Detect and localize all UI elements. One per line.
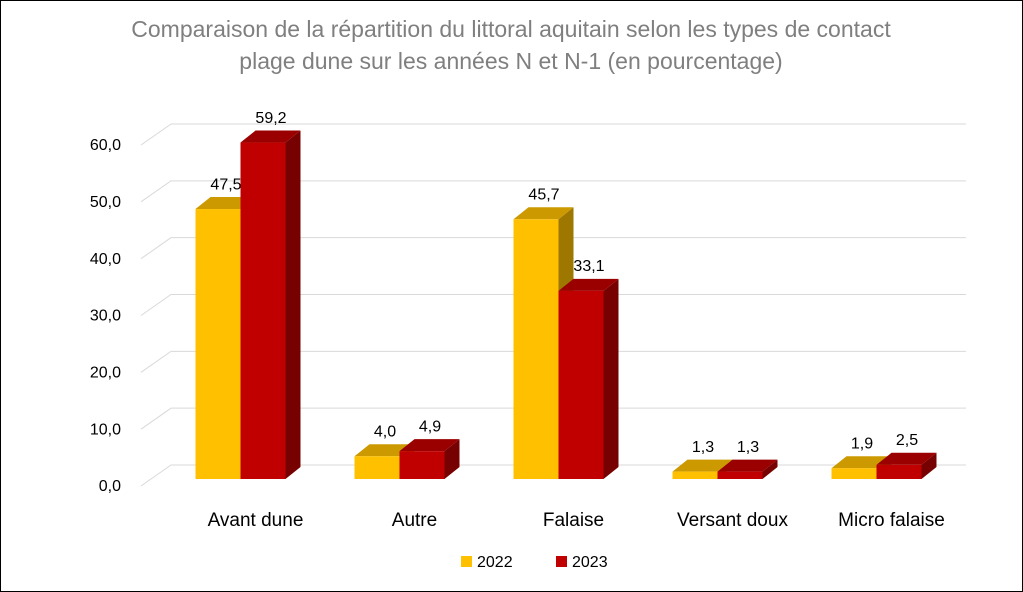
bar-top — [672, 459, 733, 472]
grid-line — [140, 407, 966, 430]
bar-top — [876, 452, 937, 465]
bar-front — [717, 471, 763, 479]
bar-front — [399, 451, 445, 479]
data-label: 1,3 — [737, 439, 759, 456]
grid-line — [140, 350, 966, 373]
grid-line — [140, 180, 966, 203]
bar-side — [285, 130, 301, 479]
bar-top — [399, 439, 460, 452]
bar-front — [558, 290, 604, 479]
data-label: 33,1 — [573, 258, 604, 275]
bar-front — [354, 456, 400, 479]
bar-front — [513, 219, 559, 479]
data-label: 59,2 — [255, 110, 286, 127]
x-tick-label: Versant doux — [677, 510, 788, 531]
bar-front — [195, 209, 241, 479]
bar-top — [513, 207, 574, 220]
bar — [558, 278, 619, 479]
data-label: 4,0 — [374, 423, 396, 440]
y-tick-label: 40,0 — [90, 251, 121, 268]
bar-front — [240, 142, 286, 479]
grid-line — [140, 237, 966, 260]
y-tick-label: 10,0 — [90, 421, 121, 438]
data-label: 1,9 — [851, 435, 873, 452]
y-tick-label: 50,0 — [90, 194, 121, 211]
grid-line — [140, 123, 966, 146]
bar — [717, 459, 778, 479]
bar-side — [762, 459, 778, 479]
x-tick-label: Autre — [392, 510, 437, 531]
legend-label: 2023 — [572, 554, 608, 571]
bar-front — [876, 464, 922, 479]
bar-top — [558, 278, 619, 291]
bar-front — [672, 471, 718, 479]
y-tick-label: 30,0 — [90, 308, 121, 325]
data-label: 4,9 — [419, 418, 441, 435]
legend-swatch — [556, 556, 567, 567]
data-label: 2,5 — [896, 432, 918, 449]
y-tick-label: 60,0 — [90, 137, 121, 154]
y-tick-label: 20,0 — [90, 365, 121, 382]
bar-side — [603, 278, 619, 479]
x-tick-label: Micro falaise — [838, 510, 945, 531]
y-tick-label: 0,0 — [99, 478, 121, 495]
data-label: 47,5 — [210, 176, 241, 193]
x-tick-label: Avant dune — [208, 510, 304, 531]
bar-side — [444, 439, 460, 479]
data-label: 1,3 — [692, 439, 714, 456]
bar-side — [921, 452, 937, 479]
legend-swatch — [461, 556, 472, 567]
bar-top — [717, 459, 778, 472]
bar — [876, 452, 937, 479]
grid-line — [140, 294, 966, 316]
bar-front — [831, 468, 877, 479]
data-label: 45,7 — [528, 186, 559, 203]
bar-top — [240, 130, 301, 143]
bar — [399, 439, 460, 479]
x-tick-label: Falaise — [543, 510, 604, 531]
legend-label: 2022 — [477, 554, 513, 571]
chart-title: Comparaison de la répartition du littora… — [131, 16, 891, 74]
bar — [240, 130, 301, 479]
